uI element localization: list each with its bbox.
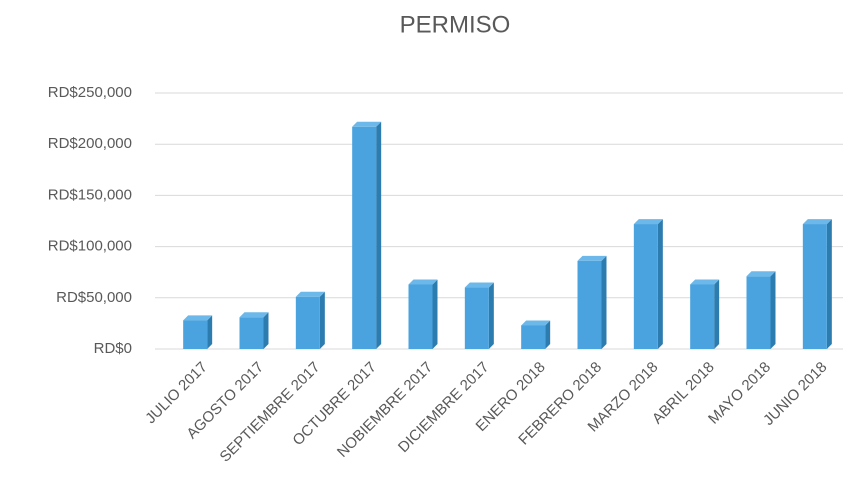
bar-side — [601, 255, 607, 349]
bar-top — [408, 279, 438, 285]
bar — [746, 276, 771, 349]
bar — [408, 284, 433, 349]
bar-top — [802, 219, 832, 225]
y-tick-label: RD$0 — [94, 340, 132, 357]
bar — [521, 325, 546, 349]
bar-top — [464, 282, 494, 288]
chart-title: PERMISO — [400, 11, 511, 38]
bar-side — [263, 312, 269, 349]
bar-top — [295, 291, 325, 297]
bar — [352, 126, 377, 350]
bar-side — [319, 291, 325, 349]
bar-top — [521, 320, 551, 326]
bar-side — [826, 219, 832, 349]
bar-side — [488, 282, 494, 349]
y-tick-label: RD$50,000 — [56, 289, 132, 306]
bar-side — [432, 279, 438, 349]
bar-top — [183, 315, 213, 321]
bar-top — [352, 121, 382, 127]
bar — [239, 317, 264, 349]
y-tick-label: RD$150,000 — [48, 186, 132, 203]
bar-top — [746, 271, 776, 277]
bar — [295, 296, 320, 349]
x-tick-label: SEPTIEMBRE 2017 — [217, 359, 324, 466]
bar-side — [714, 279, 720, 349]
bar — [690, 284, 715, 349]
bar-side — [657, 219, 663, 349]
bar-top — [633, 219, 663, 225]
bar-top — [690, 279, 720, 285]
bar — [464, 287, 489, 349]
y-tick-label: RD$100,000 — [48, 238, 132, 255]
bar — [183, 320, 208, 349]
bar — [577, 260, 602, 349]
bar-side — [376, 121, 382, 350]
bar — [633, 224, 658, 349]
bar-side — [770, 271, 776, 349]
x-tick-label: NOBIEMBRE 2017 — [334, 359, 436, 461]
bar — [802, 224, 827, 349]
bar-side — [545, 320, 551, 349]
y-tick-label: RD$200,000 — [48, 135, 132, 152]
bar-side — [207, 315, 213, 349]
y-tick-label: RD$250,000 — [48, 84, 132, 101]
bar-top — [239, 312, 269, 318]
bar-top — [577, 255, 607, 261]
